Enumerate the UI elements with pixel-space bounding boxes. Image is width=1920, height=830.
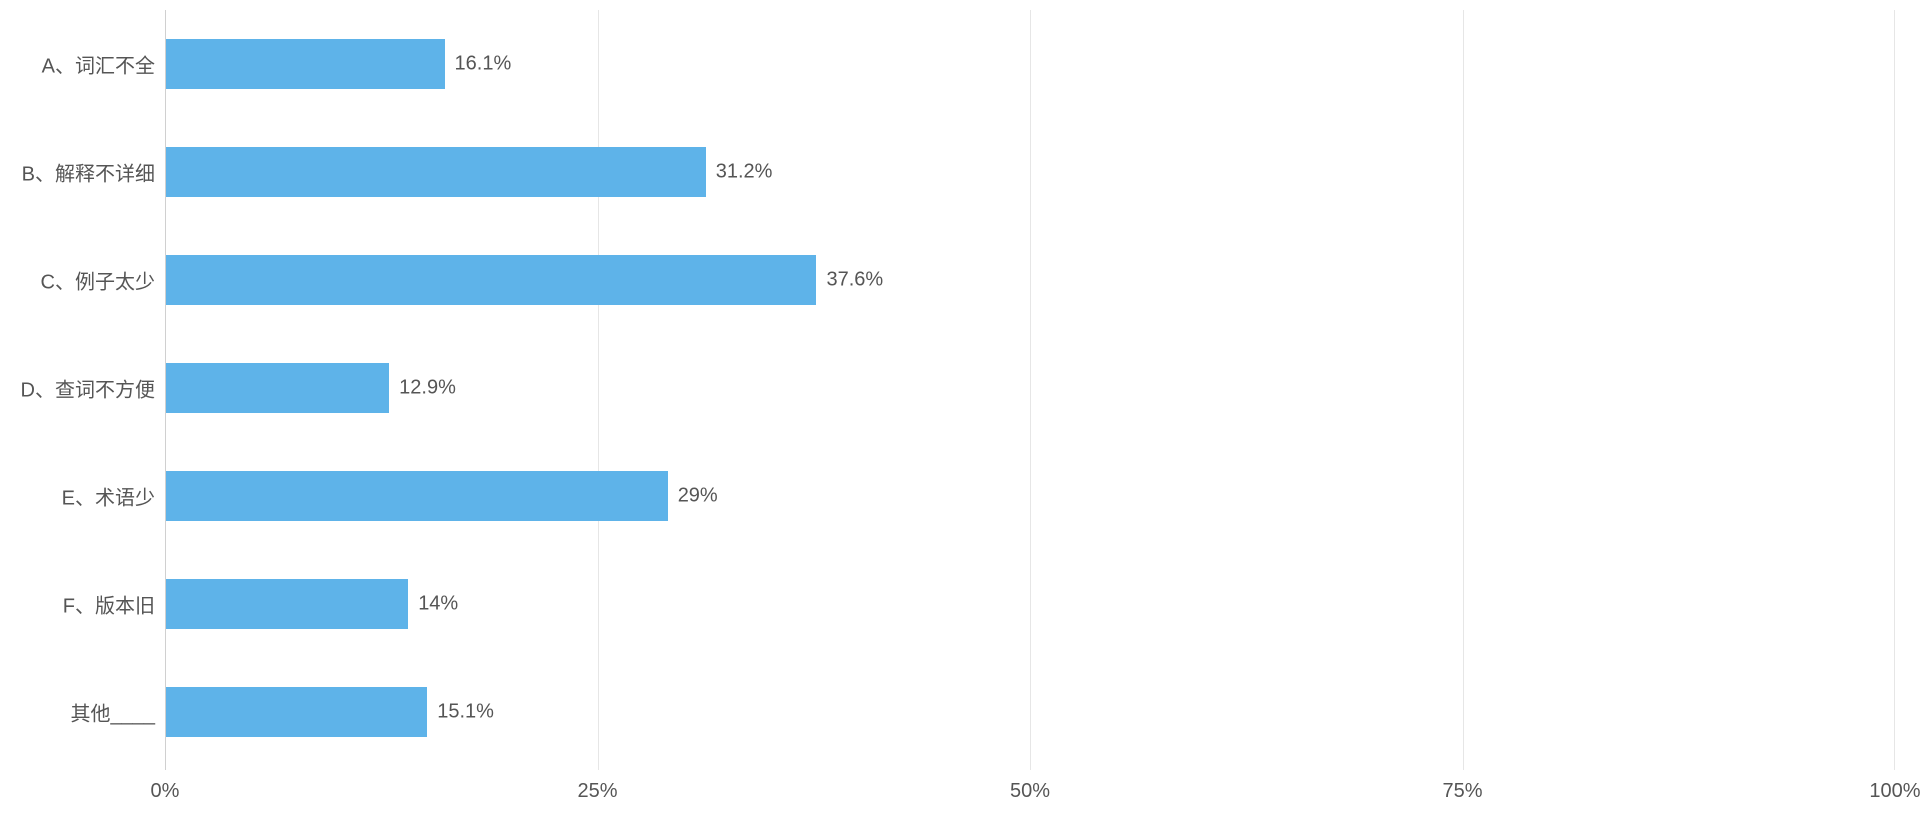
gridline-3	[1463, 10, 1464, 770]
value-label: 12.9%	[399, 377, 456, 400]
gridline-1	[598, 10, 599, 770]
bar	[166, 687, 427, 737]
x-tick-label: 100%	[1869, 780, 1920, 803]
y-label: E、术语少	[62, 482, 155, 511]
bar	[166, 147, 706, 197]
x-tick-label: 25%	[577, 780, 617, 803]
value-label: 29%	[678, 485, 718, 508]
x-tick-label: 0%	[151, 780, 180, 803]
bar	[166, 579, 408, 629]
gridline-2	[1030, 10, 1031, 770]
bar	[166, 363, 389, 413]
bar	[166, 39, 445, 89]
y-label: C、例子太少	[41, 266, 155, 295]
y-label: 其他____	[71, 698, 156, 727]
y-label: B、解释不详细	[22, 158, 155, 187]
value-label: 14%	[418, 593, 458, 616]
value-label: 31.2%	[716, 161, 773, 184]
y-label: A、词汇不全	[42, 50, 155, 79]
gridline-4	[1894, 10, 1895, 770]
y-label: F、版本旧	[63, 590, 155, 619]
value-label: 37.6%	[826, 269, 883, 292]
chart-container: A、词汇不全 16.1% B、解释不详细 31.2% C、例子太少 37.6% …	[0, 0, 1920, 830]
bar	[166, 471, 668, 521]
value-label: 16.1%	[455, 53, 512, 76]
x-tick-label: 50%	[1010, 780, 1050, 803]
bar	[166, 255, 816, 305]
value-label: 15.1%	[437, 701, 494, 724]
y-label: D、查词不方便	[21, 374, 155, 403]
x-tick-label: 75%	[1442, 780, 1482, 803]
